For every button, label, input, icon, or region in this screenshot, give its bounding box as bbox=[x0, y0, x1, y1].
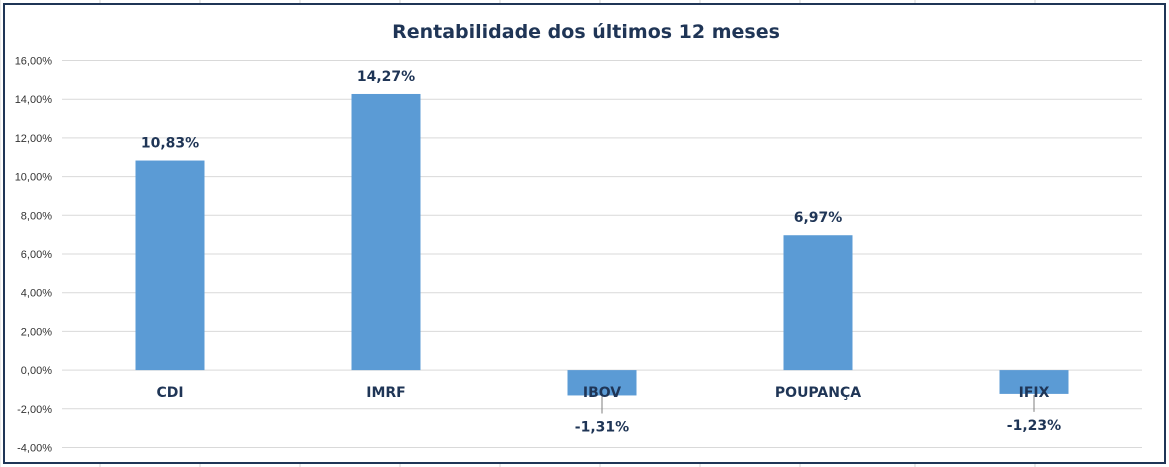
data-label: -1,31% bbox=[575, 419, 629, 435]
data-label: 10,83% bbox=[141, 136, 199, 152]
y-tick-label: 0,00% bbox=[21, 365, 52, 377]
bar-poupança[interactable] bbox=[783, 235, 853, 371]
category-label: IFIX bbox=[1019, 385, 1050, 401]
y-tick-label: 2,00% bbox=[21, 326, 52, 338]
bar-imrf[interactable] bbox=[351, 93, 421, 371]
category-label: IBOV bbox=[583, 385, 621, 401]
data-label: -1,23% bbox=[1007, 418, 1061, 434]
y-axis-tick-labels: 16,00% 14,00% 12,00% 10,00% 8,00% 6,00% 4,00% 2… bbox=[15, 56, 53, 455]
y-tick-label: 16,00% bbox=[15, 56, 53, 68]
y-tick-label: -2,00% bbox=[17, 404, 52, 416]
chart-title: Rentabilidade dos últimos 12 meses bbox=[392, 21, 780, 43]
y-tick-label: 4,00% bbox=[21, 288, 52, 300]
y-tick-label: 10,00% bbox=[15, 172, 53, 184]
category-label: IMRF bbox=[366, 385, 405, 401]
gridlines bbox=[62, 60, 1142, 448]
chart-area[interactable]: Rentabilidade dos últimos 12 meses 16,00… bbox=[3, 3, 1166, 464]
category-label: CDI bbox=[156, 385, 183, 401]
y-tick-label: 6,00% bbox=[21, 249, 52, 261]
y-tick-label: -4,00% bbox=[17, 443, 52, 455]
labels: CDI 10,83% IMRF 14,27% IBOV -1,31% POUPANÇA 6,9… bbox=[141, 69, 1061, 435]
bar-ifix[interactable] bbox=[999, 370, 1069, 394]
category-label: POUPANÇA bbox=[775, 385, 861, 401]
y-tick-label: 8,00% bbox=[21, 210, 52, 222]
data-label: 6,97% bbox=[794, 210, 843, 226]
y-tick-label: 14,00% bbox=[15, 94, 53, 106]
y-tick-label: 12,00% bbox=[15, 133, 53, 145]
data-label: 14,27% bbox=[357, 69, 415, 85]
bar-chart: Rentabilidade dos últimos 12 meses 16,00… bbox=[15, 21, 1142, 455]
bar-ibov[interactable] bbox=[567, 370, 637, 396]
bar-cdi[interactable] bbox=[135, 160, 205, 371]
bars bbox=[135, 93, 1069, 396]
